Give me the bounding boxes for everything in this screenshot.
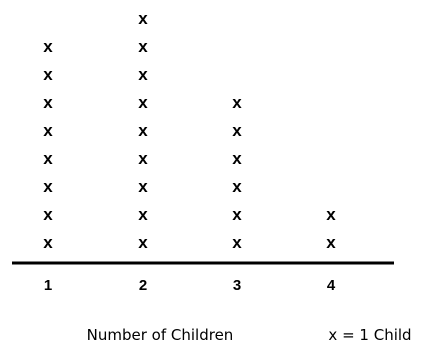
x-mark-1-4: x — [43, 149, 53, 168]
tick-labels: 1 2 3 4 — [44, 277, 336, 294]
x-mark-1-1: x — [43, 233, 53, 252]
x-mark-1-6: x — [43, 93, 53, 112]
x-mark-1-5: x — [43, 121, 53, 140]
x-mark-3-1: x — [232, 233, 242, 252]
x-mark-3-4: x — [232, 149, 242, 168]
legend-key: x = 1 Child — [328, 326, 411, 343]
x-mark-1-3: x — [43, 177, 53, 196]
x-mark-3-5: x — [232, 121, 242, 140]
x-mark-3-2: x — [232, 205, 242, 224]
x-tick-label-2: 2 — [139, 277, 147, 294]
x-mark-2-4: x — [138, 149, 148, 168]
x-tick-label-4: 4 — [327, 277, 336, 294]
x-mark-2-9: x — [138, 9, 148, 28]
x-mark-2-1: x — [138, 233, 148, 252]
x-mark-3-6: x — [232, 93, 242, 112]
x-mark-1-8: x — [43, 37, 53, 56]
x-mark-2-8: x — [138, 37, 148, 56]
x-mark-2-2: x — [138, 205, 148, 224]
x-mark-2-3: x — [138, 177, 148, 196]
x-mark-4-2: x — [326, 205, 336, 224]
x-mark-2-6: x — [138, 93, 148, 112]
x-mark-1-2: x — [43, 205, 53, 224]
x-tick-label-3: 3 — [233, 277, 241, 294]
x-axis-label: Number of Children — [87, 326, 234, 343]
x-mark-2-7: x — [138, 65, 148, 84]
x-mark-3-3: x — [232, 177, 242, 196]
x-tick-label-1: 1 — [44, 277, 52, 294]
x-mark-2-5: x — [138, 121, 148, 140]
x-mark-4-1: x — [326, 233, 336, 252]
x-mark-1-7: x — [43, 65, 53, 84]
